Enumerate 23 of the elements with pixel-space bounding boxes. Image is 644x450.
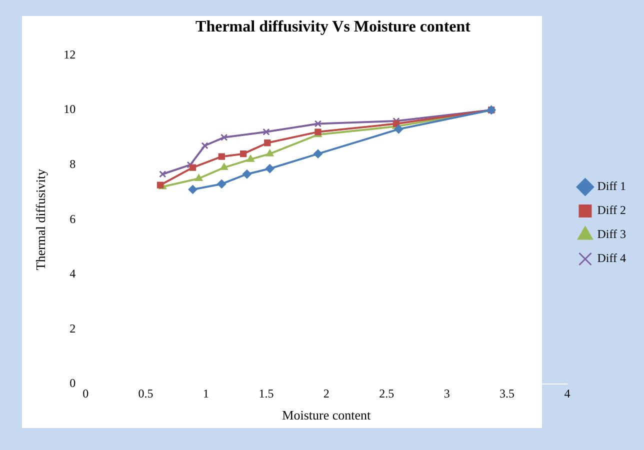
x-tick-label: 3 [444,386,450,400]
x-tick-label: 4 [564,386,570,400]
legend-label: Diff 4 [597,251,626,266]
x-tick-label: 0 [82,386,89,400]
y-tick-label: 2 [70,321,76,336]
x-tick-label: 1 [203,386,210,400]
y-tick-label: 6 [70,212,76,226]
legend-label: Diff 3 [597,227,626,242]
x-tick-label: 0.5 [138,386,154,400]
y-axis-title: Thermal diffusivity [33,168,48,270]
x-tick-label: 3.5 [500,386,515,400]
y-tick-label: 0 [70,376,76,390]
legend-label: Diff 1 [597,179,626,194]
legend-label: Diff 2 [597,203,626,218]
y-tick-label: 8 [70,156,76,171]
x-tick-label: 1.5 [258,386,274,400]
y-tick-label: 12 [64,47,76,62]
x-tick-label: 2.5 [379,386,394,400]
y-tick-label: 4 [70,266,76,281]
y-tick-label: 10 [64,102,76,116]
x-axis-title: Moisture content [282,408,372,423]
x-tick-label: 2 [323,386,330,400]
chart-title: Thermal diffusivity Vs Moisture content [196,18,472,36]
